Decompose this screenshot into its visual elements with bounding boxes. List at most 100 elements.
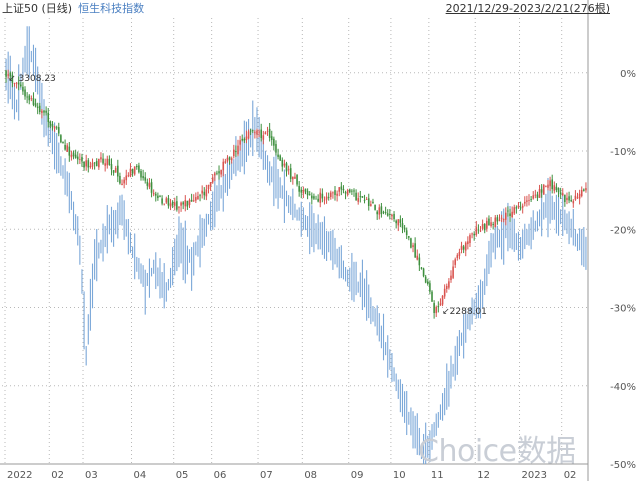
sse50-candle xyxy=(121,183,123,186)
sse50-candle xyxy=(534,194,537,196)
sse50-candle xyxy=(429,283,431,292)
sse50-candle xyxy=(542,184,545,195)
sse50-candle xyxy=(445,286,448,289)
sse50-candle xyxy=(405,230,408,236)
sse50-candle xyxy=(492,224,494,225)
sse50-candle xyxy=(190,199,193,202)
sse50-candle xyxy=(486,220,488,229)
sse50-candle xyxy=(321,193,324,199)
sse50-candle xyxy=(502,219,505,221)
sse50-candle xyxy=(519,207,522,209)
legend-series2[interactable]: 恒生科技指数 xyxy=(78,2,145,15)
sse50-candle xyxy=(211,177,214,183)
sse50-candle xyxy=(386,213,389,216)
sse50-candle xyxy=(9,72,12,77)
sse50-candle xyxy=(555,186,558,190)
sse50-candle xyxy=(5,70,7,77)
sse50-candle xyxy=(192,200,195,202)
sse50-candle xyxy=(216,172,218,174)
sse50-candle xyxy=(34,103,37,107)
sse50-candle xyxy=(41,110,43,113)
sse50-candle xyxy=(249,130,252,132)
sse50-candle xyxy=(460,245,463,251)
sse50-candle xyxy=(207,184,210,190)
sse50-candle xyxy=(287,169,290,171)
sse50-candle xyxy=(483,223,486,231)
sse50-candle xyxy=(64,145,66,150)
sse50-candle xyxy=(91,162,94,167)
sse50-candle xyxy=(481,223,484,229)
x-tick-label: 02 xyxy=(51,470,64,481)
sse50-candle xyxy=(296,175,298,185)
sse50-candle xyxy=(536,194,539,198)
sse50-candle xyxy=(521,205,524,208)
sse50-candle xyxy=(414,243,416,258)
sse50-candle xyxy=(188,199,191,206)
sse50-candle xyxy=(55,127,58,129)
x-tick-label: 11 xyxy=(431,470,444,481)
sse50-candle xyxy=(420,267,423,269)
sse50-candle xyxy=(79,159,81,160)
sse50-candle xyxy=(102,158,104,164)
sse50-candle xyxy=(104,163,106,166)
sse50-candle xyxy=(578,193,581,199)
sse50-candle xyxy=(479,230,482,232)
sse50-candle xyxy=(144,177,147,181)
sse50-candle xyxy=(507,210,509,212)
sse50-candle xyxy=(545,185,547,187)
sse50-candle xyxy=(348,189,351,193)
sse50-candle xyxy=(203,191,206,196)
sse50-candle xyxy=(270,136,273,140)
sse50-candle xyxy=(114,167,117,173)
sse50-candle xyxy=(117,165,119,177)
sse50-candle xyxy=(218,171,220,174)
sse50-candle xyxy=(365,199,368,201)
sse50-candle xyxy=(243,139,246,141)
sse50-candle xyxy=(173,202,176,206)
sse50-candle xyxy=(401,223,404,228)
sse50-candle xyxy=(353,190,355,192)
x-tick-label: 07 xyxy=(260,470,273,481)
sse50-candle xyxy=(367,198,370,206)
sse50-candle xyxy=(513,207,516,214)
sse50-candle xyxy=(30,98,33,100)
sse50-candle xyxy=(359,195,362,197)
sse50-candle xyxy=(456,255,459,259)
legend-series1: 上证50 (日线) xyxy=(2,2,73,15)
sse50-candle xyxy=(220,169,222,175)
sse50-candle xyxy=(237,145,239,155)
sse50-candle xyxy=(523,201,526,204)
sse50-candle xyxy=(443,288,446,297)
sse50-candle xyxy=(241,139,244,141)
sse50-candle xyxy=(277,154,279,157)
sse50-candle xyxy=(205,189,208,197)
sse50-candle xyxy=(454,259,457,265)
sse50-candle xyxy=(585,188,587,191)
sse50-candle xyxy=(195,197,197,201)
watermark: Choice数据 xyxy=(418,434,576,469)
sse50-candle xyxy=(24,89,26,97)
sse50-candle xyxy=(471,233,473,235)
sse50-candle xyxy=(201,190,203,194)
sse50-candle xyxy=(224,161,227,163)
date-range[interactable]: 2021/12/29-2023/2/21(276根) xyxy=(445,2,610,15)
sse50-candle xyxy=(338,187,341,192)
sse50-candle xyxy=(178,206,180,208)
sse50-candle xyxy=(410,238,412,248)
sse50-candle xyxy=(197,195,199,200)
sse50-candle xyxy=(500,217,503,219)
sse50-candle xyxy=(397,219,400,226)
sse50-candle xyxy=(13,83,16,84)
sse50-candle xyxy=(351,190,353,192)
sse50-candle xyxy=(62,141,64,144)
sse50-candle xyxy=(437,305,440,308)
sse50-candle xyxy=(87,160,90,168)
sse50-candle xyxy=(176,201,178,210)
sse50-candle xyxy=(279,155,281,161)
sse50-candle xyxy=(570,199,572,202)
sse50-candle xyxy=(247,131,250,139)
sse50-candle xyxy=(148,183,151,188)
sse50-candle xyxy=(433,303,435,313)
sse50-candle xyxy=(395,220,397,224)
